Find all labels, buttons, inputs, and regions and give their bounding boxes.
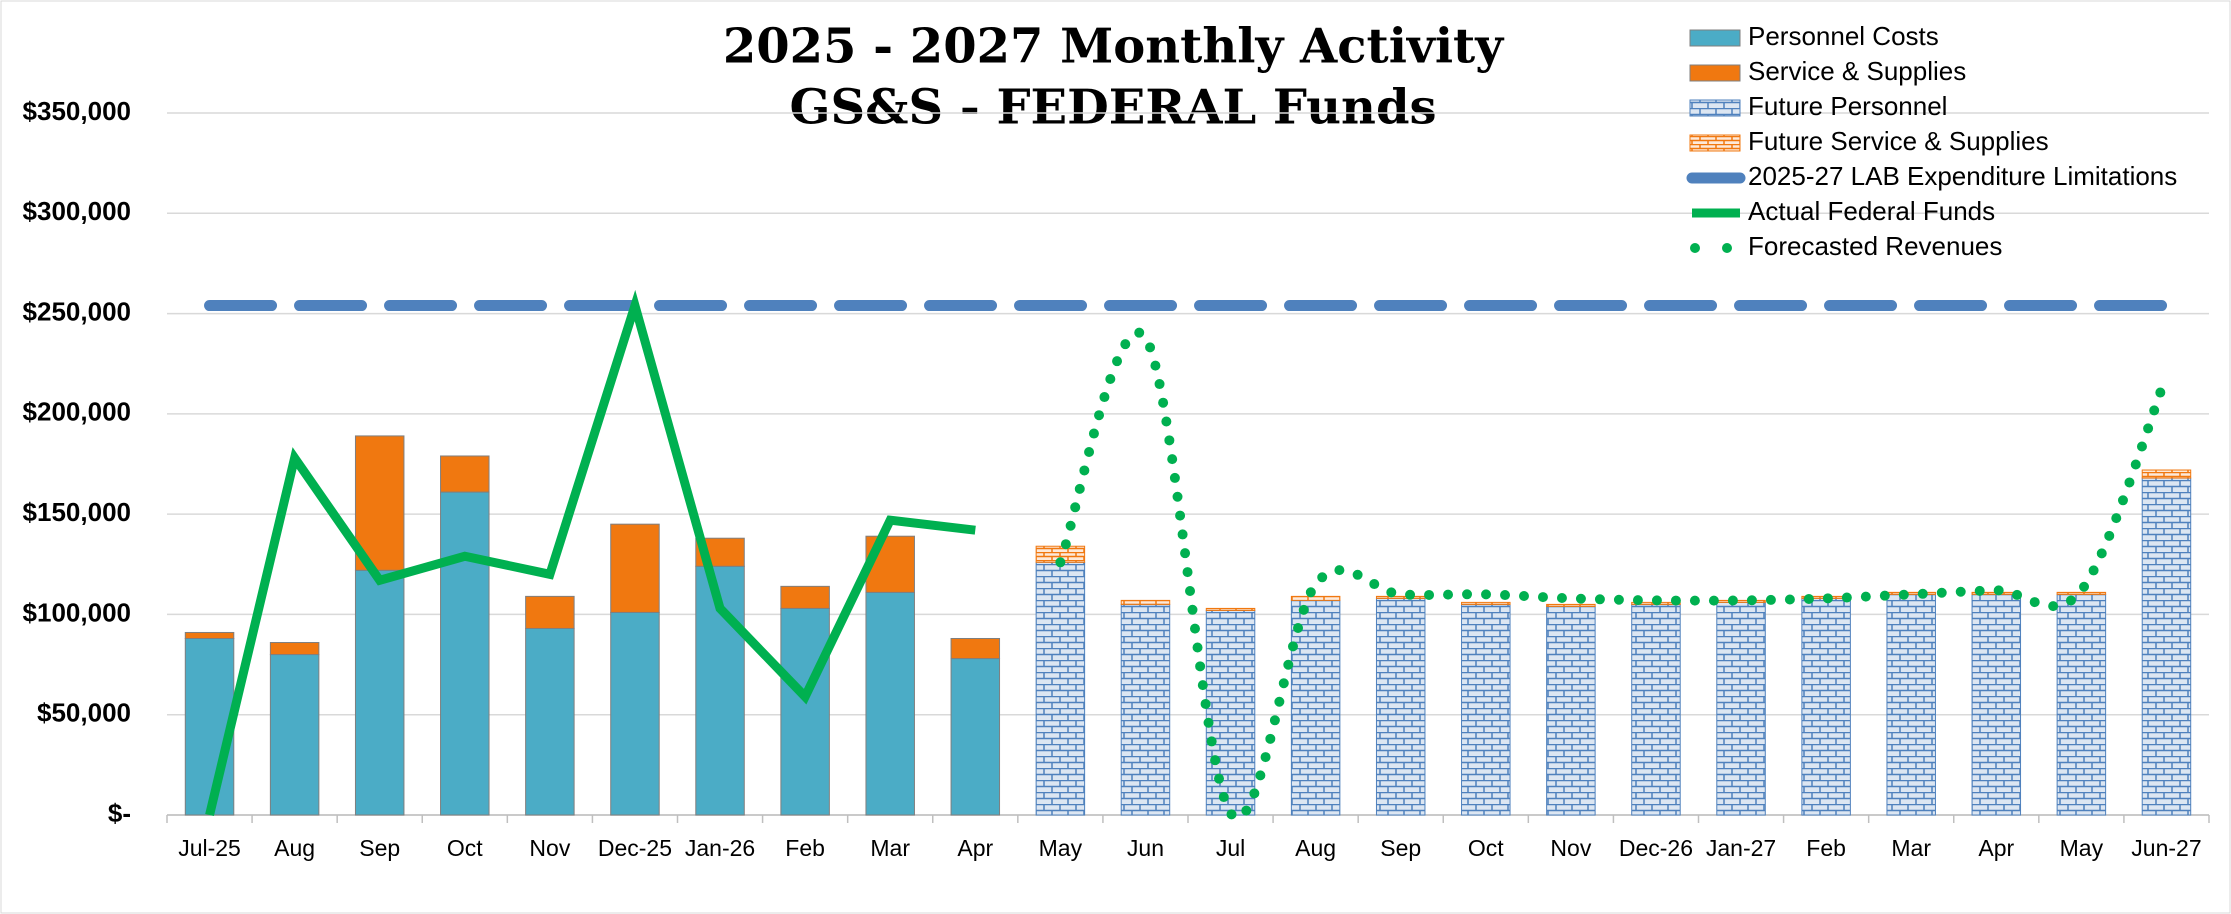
bar [1375,597,1426,816]
x-tick-label: Jul-25 [178,835,241,861]
bar [1801,597,1851,816]
y-tick-label: $350,000 [23,96,131,126]
legend-label: Actual Federal Funds [1748,196,1995,226]
bar [2056,591,2107,595]
bar [1120,599,1171,605]
bar [780,585,830,609]
bar [1205,607,1256,611]
x-tick-label: Aug [274,835,315,861]
bar [1631,603,1681,816]
bar [1546,603,1596,607]
chart-subtitle: GS&S - FEDERAL Funds [789,80,1436,136]
y-tick-label: $200,000 [23,397,131,427]
x-tick-label: Mar [870,835,910,861]
x-tick-label: Sep [359,835,400,861]
bar [1461,603,1511,816]
x-tick-label: May [2060,835,2104,861]
y-tick-label: $300,000 [23,196,131,226]
bar [2141,477,2192,816]
bar [184,631,235,639]
legend-label: Service & Supplies [1748,56,1966,86]
bar [610,523,660,613]
chart-title: 2025 - 2027 Monthly Activity [723,19,1505,75]
bar [1205,609,1256,816]
x-tick-label: Nov [1550,835,1591,861]
x-tick-label: May [1039,835,1083,861]
bar [950,637,1001,660]
bar [1971,593,2022,816]
bar [1290,599,1341,816]
x-tick-label: Mar [1891,835,1931,861]
x-tick-label: Apr [1978,835,2014,861]
bar [440,455,490,493]
legend-label: Forecasted Revenues [1748,231,2002,261]
bar [269,654,320,816]
x-tick-label: Jan-26 [685,835,755,861]
bar [1375,595,1426,599]
bar [440,491,490,816]
y-tick-label: $100,000 [23,597,131,627]
y-tick-label: $50,000 [37,698,131,728]
bar [1886,593,1936,816]
x-tick-label: Dec-26 [1619,835,1693,861]
bar [1461,601,1511,605]
bar [354,435,405,571]
bar [354,569,405,816]
bar [1290,595,1341,601]
x-tick-label: Jun-27 [2131,835,2201,861]
bar [950,658,1001,816]
y-tick-label: $- [108,798,131,828]
x-tick-label: Oct [447,835,483,861]
bar [780,607,830,816]
bar [2141,469,2192,479]
bar [1546,605,1596,816]
x-tick-label: Feb [1806,835,1846,861]
legend-swatch [1689,29,1741,47]
x-tick-label: Jan-27 [1706,835,1776,861]
legend-label: Future Service & Supplies [1748,126,2049,156]
x-tick-label: Sep [1380,835,1421,861]
x-tick-label: Apr [957,835,993,861]
bar [865,591,915,816]
bar [525,595,575,629]
bar [1886,591,1936,595]
bar [1120,603,1171,816]
bar [184,637,235,816]
x-tick-label: Oct [1468,835,1504,861]
legend-label: Future Personnel [1748,91,1947,121]
x-tick-label: Jun [1127,835,1164,861]
bar [1716,599,1766,603]
y-tick-label: $150,000 [23,497,131,527]
line [205,289,976,817]
bar [610,611,660,816]
bar [2056,593,2107,816]
legend-swatch [1689,99,1741,117]
x-tick-label: Dec-25 [598,835,672,861]
legend-swatch [1689,134,1741,152]
legend-label: Personnel Costs [1748,21,1939,51]
x-tick-label: Aug [1295,835,1336,861]
line [1055,328,2172,823]
legend-swatch [1689,64,1741,82]
bar [1035,561,1086,816]
bar [525,627,575,816]
x-tick-label: Feb [785,835,825,861]
x-tick-label: Jul [1216,835,1245,861]
bar [269,642,320,656]
legend-label: 2025-27 LAB Expenditure Limitations [1748,161,2177,191]
x-tick-label: Nov [529,835,570,861]
y-tick-label: $250,000 [23,296,131,326]
bar [1716,601,1766,816]
